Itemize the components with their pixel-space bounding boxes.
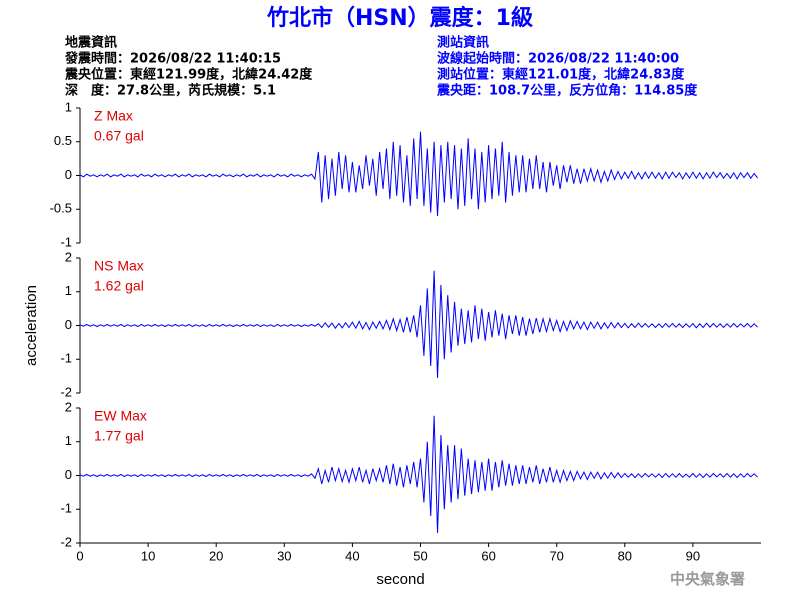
- max-annotation: 1.77 gal: [94, 428, 144, 444]
- y-tick-label: 1: [65, 99, 72, 114]
- x-tick-label: 40: [345, 548, 359, 563]
- footer-agency: 中央氣象署: [670, 570, 745, 588]
- left-info: 震央位置：東經121.99度，北緯24.42度: [64, 67, 313, 83]
- y-tick-label: -2: [60, 534, 72, 549]
- y-tick-label: 1: [65, 283, 72, 298]
- left-info: 深 度：27.8公里，芮氏規模：5.1: [65, 83, 276, 99]
- waveform: [79, 131, 759, 217]
- y-axis-label: acceleration: [23, 285, 40, 366]
- right-info: 震央距：108.7公里，反方位角：114.85度: [436, 83, 698, 99]
- y-tick-label: -0.5: [50, 201, 72, 216]
- x-axis-label: second: [376, 571, 424, 588]
- x-tick-label: 50: [413, 548, 427, 563]
- right-info: 測站資訊: [437, 35, 489, 51]
- max-annotation: Z Max: [94, 108, 133, 124]
- x-tick-label: 90: [686, 548, 700, 563]
- y-tick-label: -1: [60, 351, 72, 366]
- x-tick-label: 0: [76, 548, 83, 563]
- waveform: [79, 415, 758, 533]
- y-tick-label: -1: [60, 501, 72, 516]
- waveform: [79, 270, 758, 378]
- x-tick-label: 70: [549, 548, 563, 563]
- left-info: 地震資訊: [65, 35, 117, 51]
- x-tick-label: 30: [277, 548, 291, 563]
- y-tick-label: 1: [65, 433, 72, 448]
- max-annotation: 0.67 gal: [94, 128, 144, 144]
- y-tick-label: -2: [60, 384, 72, 399]
- left-info: 發震時間：2026/08/22 11:40:15: [64, 51, 281, 67]
- y-tick-label: 0: [65, 167, 72, 182]
- y-tick-label: 0: [65, 467, 72, 482]
- max-annotation: EW Max: [94, 408, 147, 424]
- x-tick-label: 60: [481, 548, 495, 563]
- x-tick-label: 10: [141, 548, 155, 563]
- y-tick-label: 2: [65, 399, 72, 414]
- max-annotation: NS Max: [94, 258, 144, 274]
- x-tick-label: 20: [209, 548, 223, 563]
- right-info: 測站位置：東經121.01度，北緯24.83度: [437, 67, 685, 83]
- x-tick-label: 80: [618, 548, 632, 563]
- y-tick-label: 0.5: [54, 133, 72, 148]
- y-tick-label: 0: [65, 317, 72, 332]
- max-annotation: 1.62 gal: [94, 278, 144, 294]
- right-info: 波線起始時間：2026/08/22 11:40:00: [437, 51, 679, 67]
- y-tick-label: -1: [60, 234, 72, 249]
- y-tick-label: 2: [65, 249, 72, 264]
- page-title: 竹北市（HSN）震度：1級: [266, 5, 533, 31]
